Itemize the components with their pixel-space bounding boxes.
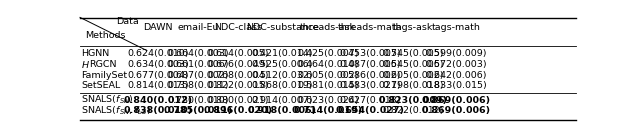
Text: 0.798(0.018): 0.798(0.018): [383, 81, 444, 90]
Text: 0.421(0.014): 0.421(0.014): [252, 50, 313, 58]
Text: 0.599(0.009): 0.599(0.009): [425, 50, 486, 58]
Text: 0.918(0.006): 0.918(0.006): [248, 106, 317, 115]
Text: RGCN: RGCN: [89, 60, 116, 69]
Text: 0.914(0.007): 0.914(0.007): [252, 96, 313, 105]
Text: SNALS($f_{SN}$): SNALS($f_{SN}$): [81, 94, 134, 106]
Text: 0.869(0.006): 0.869(0.006): [421, 106, 490, 115]
Text: 0.642(0.006): 0.642(0.006): [425, 71, 486, 80]
Text: 0.545(0.006): 0.545(0.006): [383, 60, 444, 69]
Text: 0.605(0.002): 0.605(0.002): [297, 71, 359, 80]
Text: $\mathit{H}$: $\mathit{H}$: [81, 59, 90, 70]
Text: 0.822(0.015): 0.822(0.015): [207, 81, 268, 90]
Text: 0.823(0.009): 0.823(0.009): [379, 96, 448, 105]
Text: 0.676(0.049): 0.676(0.049): [207, 60, 268, 69]
Text: 0.814(0.013): 0.814(0.013): [127, 81, 189, 90]
Text: 0.661(0.006): 0.661(0.006): [167, 60, 228, 69]
Text: 0.545(0.005): 0.545(0.005): [383, 50, 444, 58]
Text: 0.677(0.004): 0.677(0.004): [127, 71, 189, 80]
Text: SNALS($f_{SN}$, $f_{LS}$): SNALS($f_{SN}$, $f_{LS}$): [81, 104, 152, 117]
Text: 0.768(0.004): 0.768(0.004): [207, 71, 268, 80]
Text: 0.464(0.010): 0.464(0.010): [297, 60, 359, 69]
Text: 0.833(0.015): 0.833(0.015): [425, 81, 487, 90]
Text: NDC-substance: NDC-substance: [246, 22, 319, 32]
Text: tags-ask: tags-ask: [393, 22, 433, 32]
Text: 0.780(0.010): 0.780(0.010): [167, 96, 228, 105]
Text: 0.840(0.012): 0.840(0.012): [124, 96, 193, 105]
Text: threads-math: threads-math: [338, 22, 403, 32]
Text: 0.664(0.003): 0.664(0.003): [167, 50, 229, 58]
Text: HGNN: HGNN: [81, 50, 109, 58]
Text: 0.581(0.015): 0.581(0.015): [297, 81, 359, 90]
Text: 0.785(0.011): 0.785(0.011): [163, 106, 232, 115]
Text: 0.453(0.007): 0.453(0.007): [339, 50, 401, 58]
Text: 0.627(0.018): 0.627(0.018): [339, 96, 401, 105]
Text: 0.654(0.027): 0.654(0.027): [335, 106, 404, 115]
Text: 0.896(0.020): 0.896(0.020): [203, 106, 272, 115]
Text: 0.634(0.003): 0.634(0.003): [127, 60, 189, 69]
Text: 0.425(0.007): 0.425(0.007): [297, 50, 359, 58]
Text: NDC-class: NDC-class: [214, 22, 262, 32]
Text: 0.714(0.019): 0.714(0.019): [293, 106, 363, 115]
Text: Methods: Methods: [85, 31, 125, 40]
Text: 0.586(0.002): 0.586(0.002): [339, 71, 401, 80]
Text: 0.512(0.032): 0.512(0.032): [252, 71, 313, 80]
Text: 0.605(0.002): 0.605(0.002): [383, 71, 444, 80]
Text: email-Eu: email-Eu: [177, 22, 219, 32]
Text: 0.687(0.002): 0.687(0.002): [167, 71, 228, 80]
Text: 0.525(0.006): 0.525(0.006): [252, 60, 313, 69]
Text: 0.822(0.012): 0.822(0.012): [383, 106, 444, 115]
Text: 0.623(0.024): 0.623(0.024): [297, 96, 359, 105]
Text: 0.624(0.010): 0.624(0.010): [127, 50, 189, 58]
Text: 0.487(0.006): 0.487(0.006): [339, 60, 401, 69]
Text: 0.758(0.011): 0.758(0.011): [167, 81, 228, 90]
Text: 0.614(0.005): 0.614(0.005): [207, 50, 268, 58]
Text: 0.869(0.006): 0.869(0.006): [421, 96, 490, 105]
Text: SetSEAL: SetSEAL: [81, 81, 121, 90]
Text: 0.880(0.021): 0.880(0.021): [207, 96, 268, 105]
Text: Data: Data: [116, 17, 138, 26]
Text: 0.572(0.003): 0.572(0.003): [425, 60, 487, 69]
Text: 0.483(0.021): 0.483(0.021): [339, 81, 401, 90]
Text: threads-ask: threads-ask: [300, 22, 356, 32]
Text: 0.838(0.010): 0.838(0.010): [124, 106, 193, 115]
Text: 0.868(0.019): 0.868(0.019): [252, 81, 313, 90]
Text: DAWN: DAWN: [143, 22, 173, 32]
Text: FamilySet: FamilySet: [81, 71, 127, 80]
Text: tags-math: tags-math: [431, 22, 481, 32]
